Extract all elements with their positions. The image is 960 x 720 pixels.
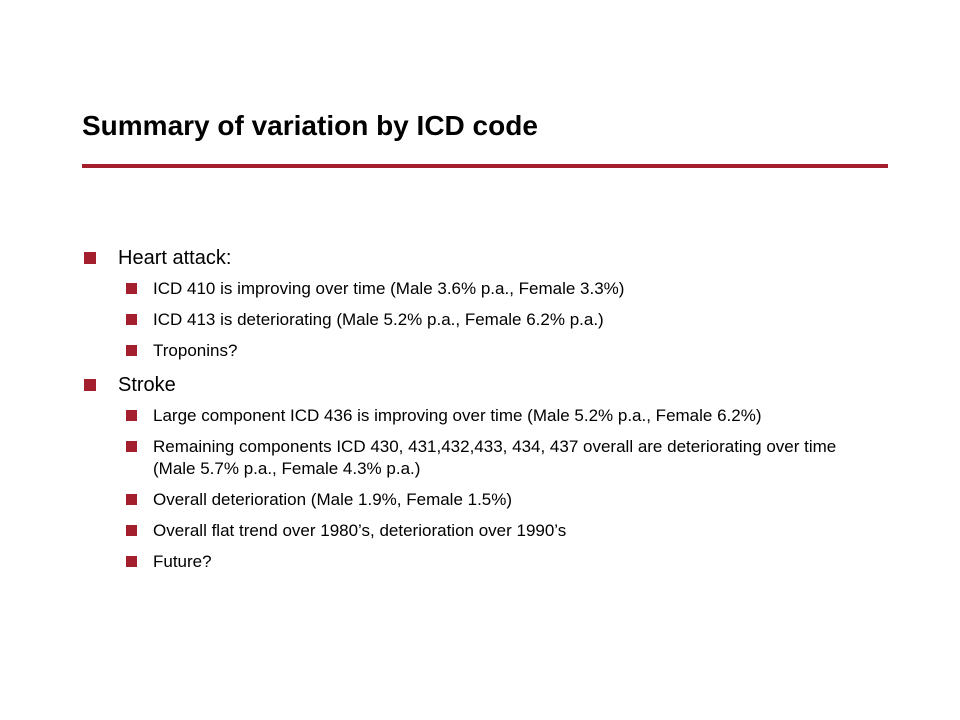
sub-bullet-text: Overall deterioration (Male 1.9%, Female… [153,490,513,509]
square-bullet-icon [126,525,137,536]
slide-title: Summary of variation by ICD code [82,110,538,141]
sub-bullet: ICD 410 is improving over time (Male 3.6… [126,278,878,300]
square-bullet-icon [126,494,137,505]
sub-bullet-list: Large component ICD 436 is improving ove… [118,405,884,573]
sub-bullet: Overall deterioration (Male 1.9%, Female… [126,489,878,511]
sub-bullet: Troponins? [126,340,878,362]
bullet-text: Stroke [118,374,176,396]
sub-bullet: Large component ICD 436 is improving ove… [126,405,878,427]
sub-bullet-text: Future? [153,552,212,571]
bullet-text: Heart attack: [118,247,232,269]
square-bullet-icon [84,379,96,391]
bullet-list: Heart attack: ICD 410 is improving over … [84,244,884,582]
bullet-stroke: Stroke Large component ICD 436 is improv… [84,371,884,573]
sub-bullet-list: ICD 410 is improving over time (Male 3.6… [118,278,884,362]
sub-bullet-text: ICD 410 is improving over time (Male 3.6… [153,279,625,298]
sub-bullet-text: Troponins? [153,341,238,360]
sub-bullet: Remaining components ICD 430, 431,432,43… [126,436,878,480]
title-divider [82,164,888,168]
sub-bullet: ICD 413 is deteriorating (Male 5.2% p.a.… [126,309,878,331]
sub-bullet-text: Large component ICD 436 is improving ove… [153,406,762,425]
square-bullet-icon [84,252,96,264]
square-bullet-icon [126,556,137,567]
sub-bullet: Overall flat trend over 1980’s, deterior… [126,520,878,542]
square-bullet-icon [126,441,137,452]
square-bullet-icon [126,283,137,294]
sub-bullet-text: Remaining components ICD 430, 431,432,43… [153,437,837,478]
square-bullet-icon [126,314,137,325]
sub-bullet-text: Overall flat trend over 1980’s, deterior… [153,521,567,540]
bullet-heart-attack: Heart attack: ICD 410 is improving over … [84,244,884,362]
square-bullet-icon [126,410,137,421]
square-bullet-icon [126,345,137,356]
sub-bullet: Future? [126,551,878,573]
sub-bullet-text: ICD 413 is deteriorating (Male 5.2% p.a.… [153,310,604,329]
